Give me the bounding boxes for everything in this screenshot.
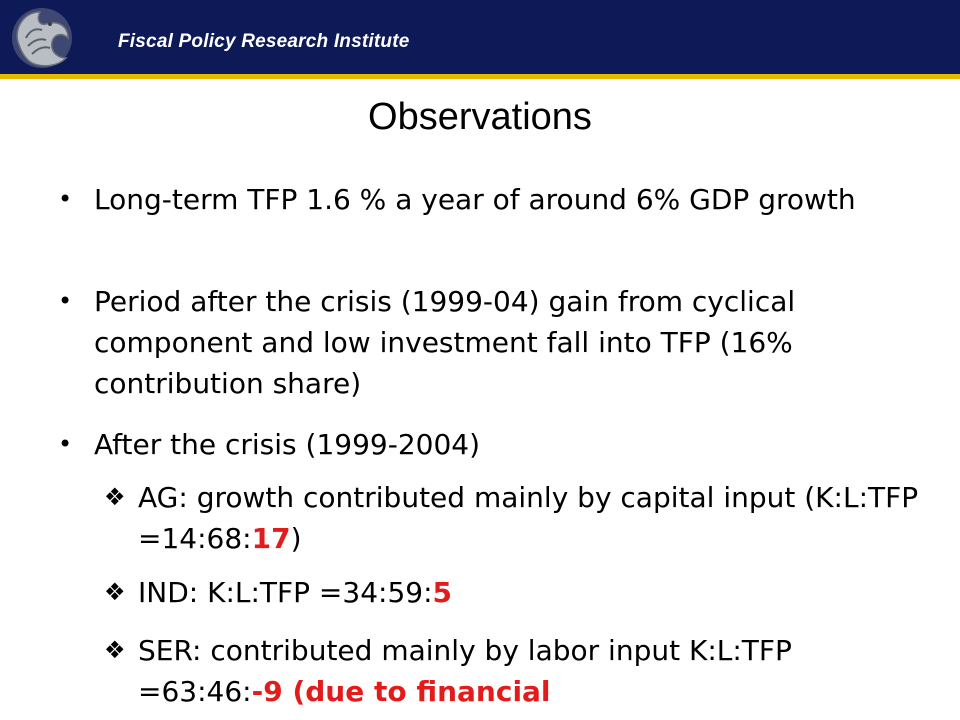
bullet-dot-icon: •	[58, 430, 73, 458]
sub-bullet-text: IND: K:L:TFP =34:59:	[138, 576, 433, 609]
diamond-bullet-icon: ❖	[104, 483, 126, 511]
slide-header: Fiscal Policy Research Institute	[0, 0, 960, 79]
bullet-text: Long-term TFP 1.6 % a year of around 6% …	[94, 183, 856, 216]
bullet-dot-icon: •	[58, 287, 73, 315]
eagle-emblem-icon	[12, 8, 72, 68]
bullet-text: Period after the crisis (1999-04) gain f…	[94, 285, 796, 400]
highlight-value: -9 (due to financial	[251, 675, 551, 708]
highlight-value: 5	[432, 576, 452, 609]
sub-bullet-suffix: )	[290, 522, 302, 555]
bullet-dot-icon: •	[58, 185, 73, 213]
sub-bullet-item: ❖ AG: growth contributed mainly by capit…	[104, 477, 928, 559]
bullet-item: • Period after the crisis (1999-04) gain…	[58, 281, 914, 404]
institute-name: Fiscal Policy Research Institute	[118, 31, 410, 52]
slide-title: Observations	[368, 96, 592, 138]
sub-bullet-text: AG: growth contributed mainly by capital…	[138, 481, 919, 555]
diamond-bullet-icon: ❖	[104, 636, 126, 664]
sub-bullet-item: ❖ IND: K:L:TFP =34:59:5	[104, 572, 928, 613]
bullet-item: • Long-term TFP 1.6 % a year of around 6…	[58, 179, 914, 220]
bullet-text: After the crisis (1999-2004)	[94, 428, 480, 461]
highlight-value: 17	[251, 522, 291, 555]
bullet-item: • After the crisis (1999-2004)	[58, 424, 914, 465]
diamond-bullet-icon: ❖	[104, 578, 126, 606]
sub-bullet-item: ❖ SER: contributed mainly by labor input…	[104, 630, 928, 712]
sub-bullet-text: SER: contributed mainly by labor input K…	[138, 634, 792, 708]
